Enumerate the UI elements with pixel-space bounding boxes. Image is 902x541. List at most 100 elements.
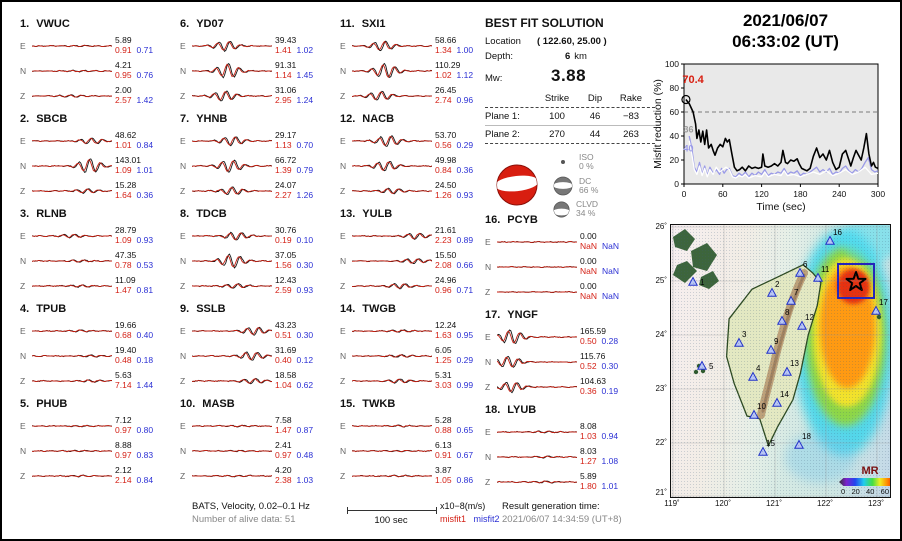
station-title: 18. LYUB — [485, 404, 641, 416]
misfit1-value: 2.23 — [435, 234, 452, 245]
misfit2-value: 0.71 — [136, 44, 154, 55]
trace-row: N 4.21 0.95 0.76 — [20, 58, 176, 83]
map-station-triangle — [794, 267, 806, 277]
misfit1-value: 1.27 — [580, 455, 597, 466]
rake-header: Rake — [619, 93, 643, 104]
waveform-trace — [352, 160, 432, 171]
misfit1-value: 2.59 — [275, 284, 292, 295]
station-number: 10. — [180, 398, 196, 410]
waveform-trace — [352, 62, 432, 78]
misfit2-value: 0.94 — [601, 430, 619, 441]
misfit1-value: 0.56 — [435, 139, 452, 150]
trace-row: N 15.50 2.08 0.66 — [340, 248, 496, 273]
trace-row: E 58.66 1.34 1.00 — [340, 33, 496, 58]
amplitude-value: 91.31 — [275, 60, 297, 70]
amplitude-value: 31.06 — [275, 85, 297, 95]
waveform-trace — [192, 326, 272, 336]
waveform-trace — [192, 424, 272, 427]
map-lon-label: 123˚ — [867, 499, 884, 508]
waveform-trace — [352, 378, 432, 384]
misfit2-value: 0.18 — [136, 354, 154, 365]
misfit2-value: 0.40 — [136, 329, 154, 340]
amplitude-value: 47.35 — [115, 250, 137, 260]
station-code: RLNB — [36, 208, 67, 220]
svg-text:70.4: 70.4 — [682, 74, 704, 86]
misfit1-value: 7.14 — [115, 379, 132, 390]
map-lat-label: 22˚ — [655, 438, 667, 447]
misfit2-value: 1.42 — [136, 94, 154, 105]
map-station-triangle — [785, 295, 797, 305]
svg-text:15: 15 — [766, 439, 775, 448]
misfit2-value: 0.48 — [296, 449, 314, 460]
misfit1-value: 1.13 — [275, 139, 292, 150]
amplitude-value: 11.09 — [115, 275, 136, 285]
best-fit-solution-panel: BEST FIT SOLUTION Location ( 122.60, 25.… — [485, 16, 663, 218]
waveform-trace — [352, 353, 432, 358]
misfit1-value: 1.56 — [275, 259, 292, 270]
waveform-trace — [352, 187, 432, 194]
map-station-triangle — [796, 320, 808, 330]
station-number: 16. — [485, 214, 501, 226]
component-label: N — [180, 255, 187, 266]
misfit2-value: 0.84 — [136, 139, 154, 150]
misfit1-value: 0.48 — [115, 354, 132, 365]
amplitude-value: 12.24 — [435, 320, 457, 330]
waveform-trace — [192, 62, 272, 79]
map-lon-label: 120˚ — [714, 499, 731, 508]
misfit2-value: 0.93 — [456, 189, 474, 200]
amplitude-value: 2.12 — [115, 465, 132, 475]
trace-row: N 8.88 0.97 0.83 — [20, 438, 176, 463]
station-panel: 5. PHUB E 7.12 0.97 0.80 N 8.88 0.97 0.83 Z… — [20, 398, 176, 487]
component-label: N — [340, 160, 347, 171]
waveform-trace — [192, 231, 272, 240]
waveform-trace — [497, 381, 577, 393]
station-title: 4. TPUB — [20, 303, 176, 315]
misfit1-value: 1.01 — [115, 139, 132, 150]
waveform-trace — [192, 158, 272, 172]
svg-text:0: 0 — [682, 189, 687, 199]
station-code: SSLB — [196, 303, 226, 315]
mr-colorbar-title: MR — [861, 465, 879, 477]
waveform-trace — [497, 265, 577, 268]
trace-row: Z 5.89 1.80 1.01 — [485, 469, 641, 494]
component-label: E — [180, 420, 186, 431]
amplitude-value: 104.63 — [580, 376, 606, 386]
misfit1-value: 1.64 — [115, 189, 132, 200]
amplitude-value: 15.28 — [115, 180, 137, 190]
misfit1-value: 1.25 — [435, 354, 452, 365]
station-number: 17. — [485, 309, 501, 321]
station-panel: 4. TPUB E 19.66 0.68 0.40 N 19.40 0.48 0.18… — [20, 303, 176, 392]
station-title: 2. SBCB — [20, 113, 176, 125]
misfit1-value: 0.78 — [115, 259, 132, 270]
misfit-plot-canvas: 0 20 40 60 80 100 0 60 120 180 240 300 70.4 36 40 Misfi… — [652, 59, 885, 213]
result-time-value: 2021/06/07 14:34:59 (UT+8) — [502, 514, 622, 525]
component-label: N — [340, 350, 347, 361]
waveform-trace — [32, 69, 112, 72]
amplitude-value: 24.96 — [435, 275, 457, 285]
waveform-trace — [352, 474, 432, 477]
alive-data-count: Number of alive data: 51 — [192, 514, 296, 525]
map-station-triangle — [771, 397, 783, 407]
component-label: N — [20, 255, 27, 266]
misfit1-value: 2.27 — [275, 189, 292, 200]
amplitude-value: 49.98 — [435, 155, 457, 165]
svg-text:60: 60 — [670, 107, 680, 117]
station-title: 3. RLNB — [20, 208, 176, 220]
amplitude-value: 29.17 — [275, 130, 297, 140]
component-label: E — [485, 426, 491, 437]
map-station-triangle — [687, 276, 699, 286]
map-lat-label: 26˚ — [655, 222, 667, 231]
amplitude-value: 5.89 — [580, 471, 597, 481]
svg-text:10: 10 — [757, 402, 766, 411]
search-region-box — [837, 263, 875, 299]
station-panel: 13. YULB E 21.61 2.23 0.89 N 15.50 2.08 0.6… — [340, 208, 496, 297]
trace-row: E 28.79 1.09 0.93 — [20, 223, 176, 248]
misfit1-value: 0.95 — [115, 69, 132, 80]
svg-text:13: 13 — [790, 359, 799, 368]
station-title: 5. PHUB — [20, 398, 176, 410]
map-lon-label: 121˚ — [765, 499, 782, 508]
amplitude-value: 48.62 — [115, 130, 137, 140]
misfit2-value: 0.99 — [456, 379, 474, 390]
